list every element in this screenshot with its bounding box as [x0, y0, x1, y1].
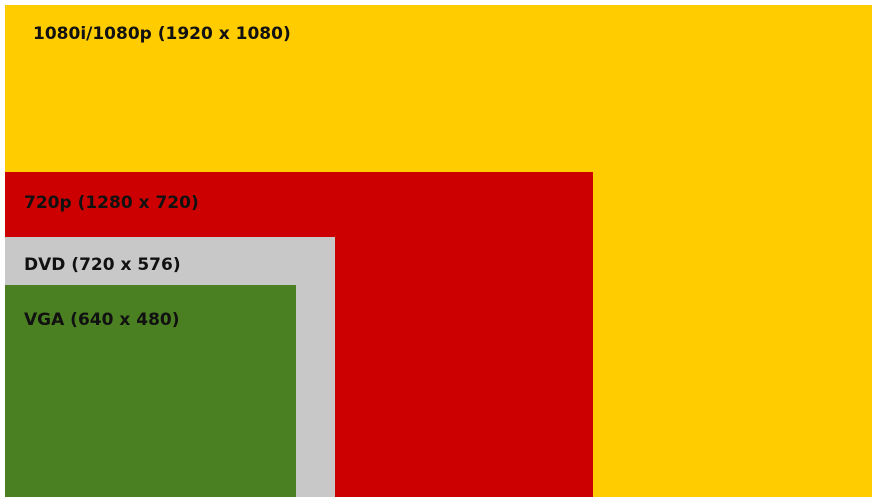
vga-box — [5, 285, 296, 497]
hd-720-label: 720p (1280 x 720) — [24, 193, 199, 213]
vga-label: VGA (640 x 480) — [24, 310, 180, 330]
dvd-label: DVD (720 x 576) — [24, 255, 181, 275]
hd-1080-label: 1080i/1080p (1920 x 1080) — [33, 24, 291, 44]
